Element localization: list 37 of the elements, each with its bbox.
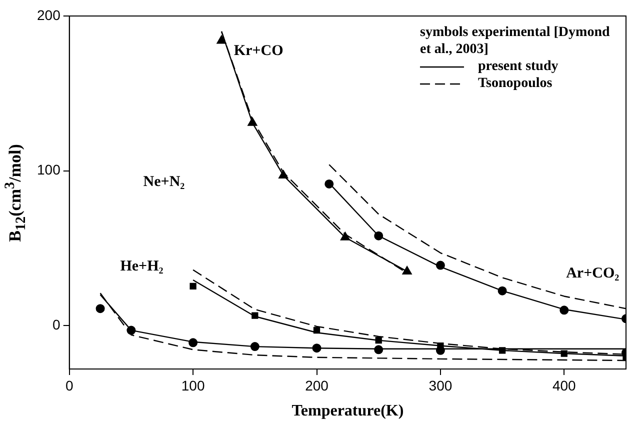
point (402, 266, 412, 274)
point (436, 260, 445, 270)
point (278, 170, 288, 178)
point (216, 35, 226, 44)
annotation: Ne+N₂ (143, 174, 186, 190)
y-tick-label: 100 (37, 162, 61, 178)
point (560, 350, 568, 357)
point (188, 338, 198, 348)
point (374, 231, 384, 240)
y-tick-label: 200 (37, 6, 61, 23)
point (498, 347, 506, 354)
x-tick-label: 100 (181, 377, 205, 394)
point (375, 337, 382, 344)
point (96, 304, 105, 314)
point (190, 282, 196, 290)
point (498, 286, 507, 296)
point (126, 326, 136, 335)
point (374, 345, 384, 354)
legend-label: present study (478, 58, 558, 75)
annotation: Kr+CO (234, 43, 284, 60)
point (250, 342, 260, 352)
point (313, 326, 320, 334)
annotation: He+H₂ (120, 258, 164, 275)
point (248, 117, 258, 126)
x-tick-label: 300 (428, 377, 452, 394)
point (312, 344, 322, 353)
x-tick-label: 400 (552, 377, 576, 394)
annotation: Ar+CO₂ (566, 266, 620, 282)
x-axis-title: Temperature(K) (292, 402, 404, 420)
legend-label: Tsonopoulos (478, 75, 552, 92)
point (340, 232, 350, 240)
x-tick-label: 0 (65, 377, 74, 394)
point (324, 179, 334, 188)
point (560, 306, 569, 315)
x-tick-label: 200 (305, 377, 329, 394)
point (252, 312, 258, 319)
y-tick-label: 0 (52, 316, 61, 333)
